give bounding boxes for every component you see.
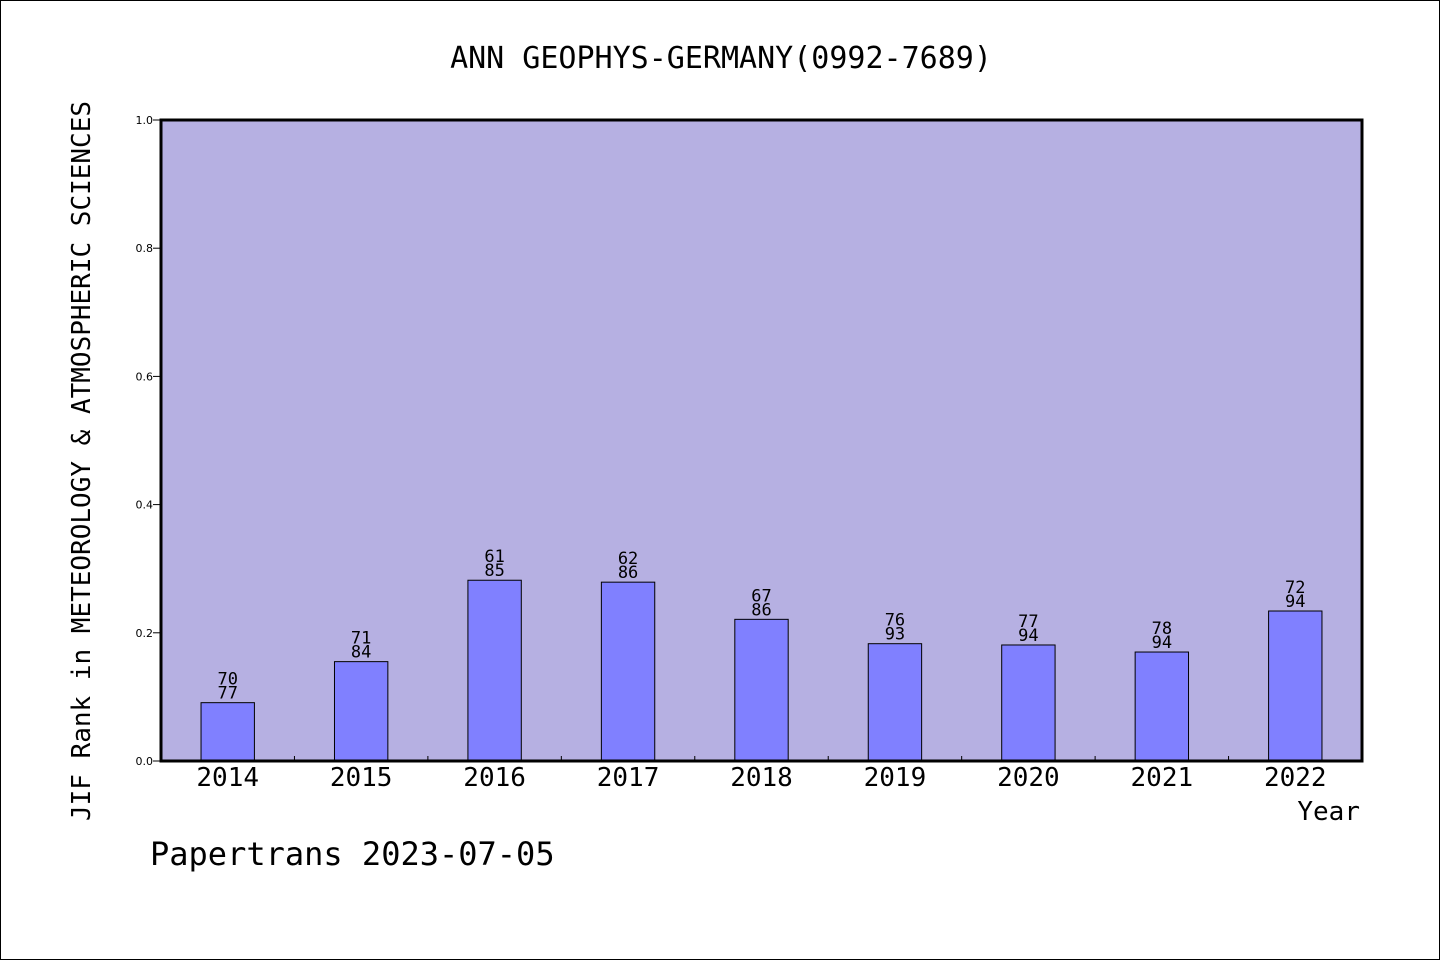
bar-rank-label-2021: 78 bbox=[1152, 619, 1172, 639]
bar-total-label-2022: 94 bbox=[1285, 592, 1305, 612]
x-tick-label-2020: 2020 bbox=[997, 763, 1060, 793]
bar-total-label-2018: 86 bbox=[751, 600, 771, 620]
bar-2016 bbox=[467, 579, 522, 762]
x-tick-label-2015: 2015 bbox=[330, 763, 393, 793]
x-tick-label-2017: 2017 bbox=[597, 763, 660, 793]
y-ticks-layer: 0.0 0.2 0.4 0.6 0.8 1.0 bbox=[136, 114, 161, 768]
chart-title: ANN GEOPHYS-GERMANY(0992-7689) bbox=[450, 41, 992, 76]
x-ticks-layer: 2014 2015 2016 2017 2018 2019 2020 2021 2022 bbox=[196, 756, 1327, 793]
x-tick-label-2014: 2014 bbox=[196, 763, 259, 793]
x-tick-label-2016: 2016 bbox=[463, 763, 526, 793]
bar-2020 bbox=[1001, 644, 1056, 762]
bar-2022 bbox=[1268, 610, 1323, 762]
bar-total-label-2020: 94 bbox=[1018, 626, 1038, 646]
bar-2018 bbox=[734, 618, 789, 762]
x-tick-label-2018: 2018 bbox=[730, 763, 793, 793]
bar-2021 bbox=[1134, 651, 1190, 762]
y-axis-label: JIF Rank in METEOROLOGY & ATMOSPHERIC SC… bbox=[67, 101, 97, 821]
plot-frame bbox=[159, 118, 1364, 763]
y-tick-label-1.0: 1.0 bbox=[136, 114, 154, 127]
y-tick-label-0.6: 0.6 bbox=[136, 370, 154, 383]
bar-total-label-2019: 93 bbox=[885, 625, 905, 645]
bar-2015 bbox=[333, 661, 389, 762]
bar-total-label-2017: 86 bbox=[618, 563, 638, 583]
bar-total-label-2021: 94 bbox=[1152, 633, 1172, 653]
x-axis-label: Year bbox=[1297, 797, 1360, 827]
bar-total-label-2014: 77 bbox=[217, 684, 237, 704]
bar-total-label-2015: 84 bbox=[351, 643, 371, 663]
bar-rank-label-2018: 67 bbox=[751, 586, 771, 606]
bar-2014 bbox=[200, 702, 255, 762]
bar-rank-label-2017: 62 bbox=[618, 549, 638, 569]
bar-rank-label-2015: 71 bbox=[351, 629, 371, 649]
bar-rank-label-2014: 70 bbox=[217, 670, 237, 690]
bars-layer bbox=[200, 579, 1323, 762]
bar-rank-label-2019: 76 bbox=[885, 611, 905, 631]
bar-rank-label-2020: 77 bbox=[1018, 612, 1038, 632]
x-tick-label-2019: 2019 bbox=[864, 763, 927, 793]
x-tick-label-2021: 2021 bbox=[1131, 763, 1194, 793]
y-tick-label-0.8: 0.8 bbox=[136, 242, 154, 255]
bar-rank-label-2016: 61 bbox=[484, 547, 504, 567]
y-tick-label-0.2: 0.2 bbox=[136, 627, 154, 640]
bar-total-label-2016: 85 bbox=[484, 561, 504, 581]
x-tick-label-2022: 2022 bbox=[1264, 763, 1327, 793]
bar-2019 bbox=[867, 643, 923, 762]
bar-rank-label-2022: 72 bbox=[1285, 578, 1305, 598]
y-tick-label-0.0: 0.0 bbox=[136, 755, 154, 768]
footer-source: Papertrans 2023-07-05 bbox=[150, 835, 555, 873]
y-tick-label-0.4: 0.4 bbox=[136, 499, 154, 512]
bar-2017 bbox=[600, 581, 656, 762]
